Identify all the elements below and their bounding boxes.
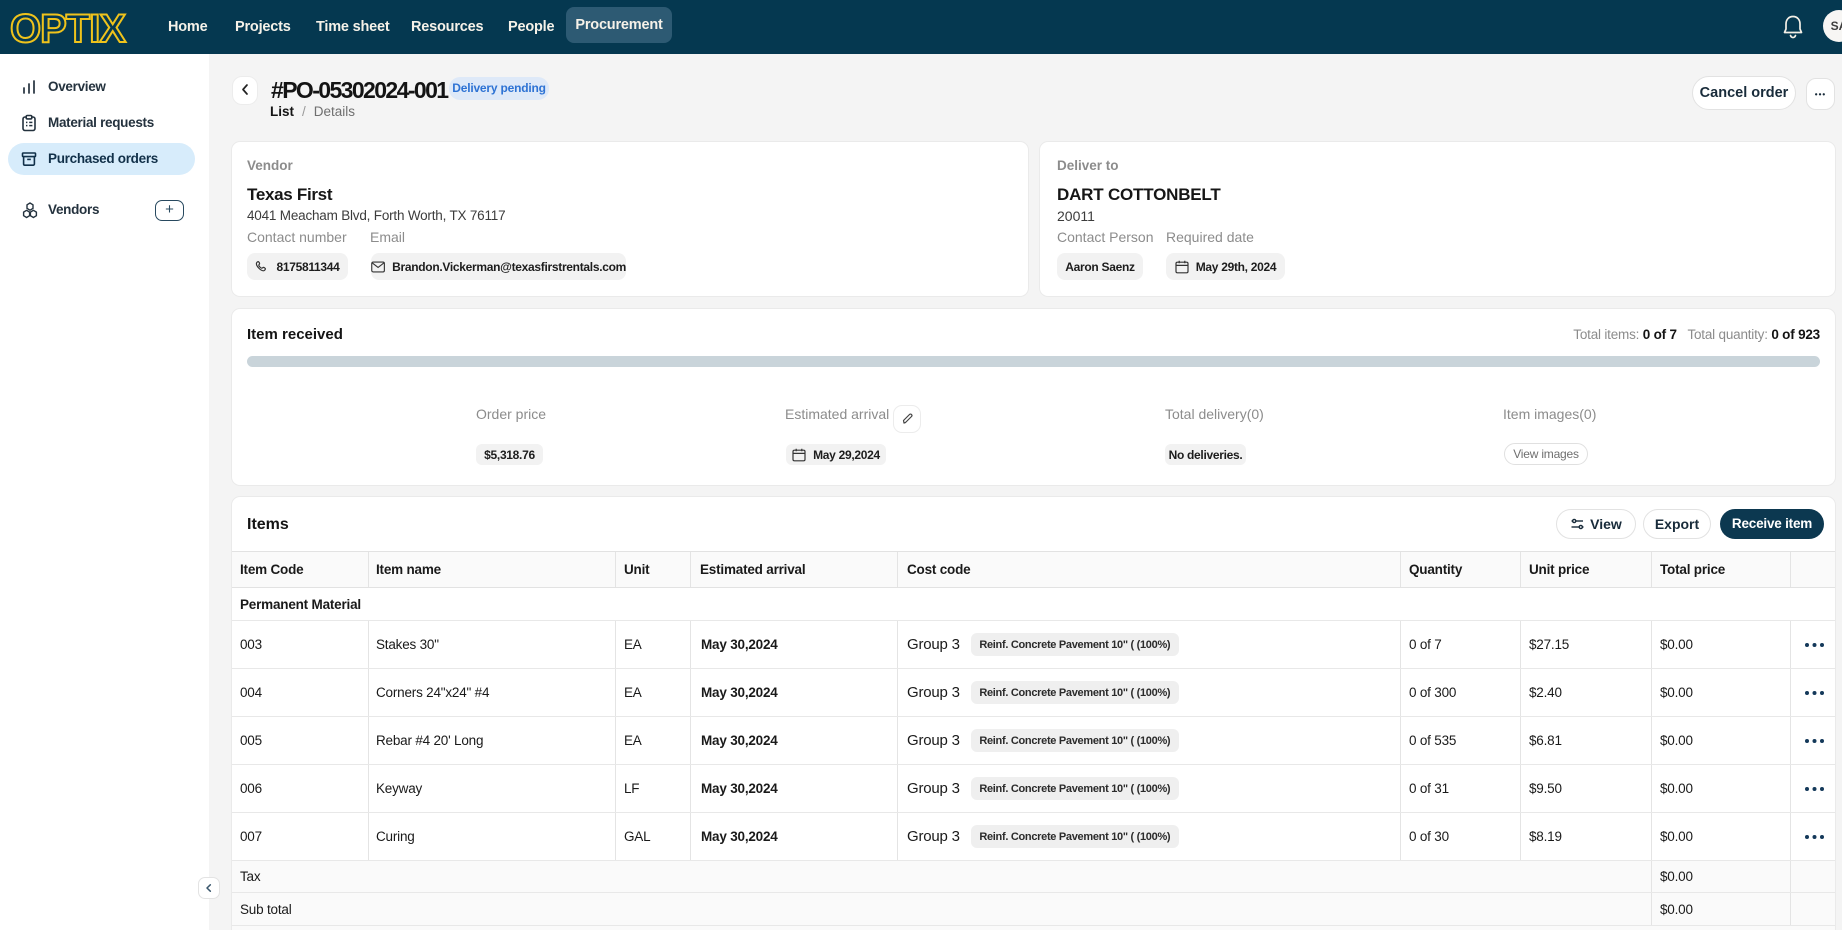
svg-text:OPTIX: OPTIX <box>10 7 126 50</box>
